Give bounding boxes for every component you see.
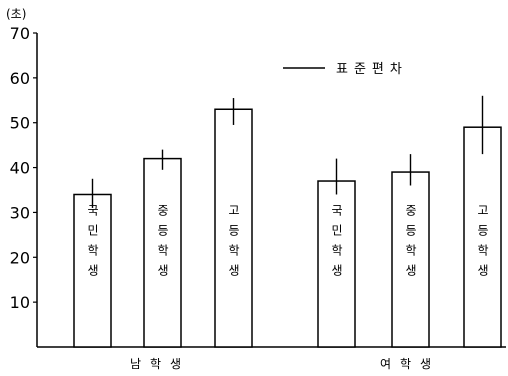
bar-label: 고등학생 — [227, 204, 241, 284]
group-label: 남학생 — [130, 357, 190, 371]
group-labels: 남학생 여학생 — [130, 357, 440, 371]
y-axis-unit-label: (초) — [6, 7, 26, 21]
bars: 국민학생 중등학생 고등학생 국민학생 중등학생 고등학생 — [73, 95, 502, 348]
y-tick-label: 10 — [10, 293, 30, 312]
y-tick-label: 50 — [10, 114, 30, 133]
y-tick-label: 70 — [10, 24, 30, 43]
y-tick-label: 30 — [10, 203, 30, 222]
legend: 표준편차 — [283, 62, 408, 77]
group-label: 여학생 — [380, 357, 440, 371]
bar-label: 고등학생 — [476, 204, 490, 284]
bar-label: 국민학생 — [330, 204, 344, 284]
legend-label: 표준편차 — [336, 62, 408, 77]
y-tick-label: 60 — [10, 69, 30, 88]
bar-label: 중등학생 — [156, 204, 170, 284]
y-tick-label: 40 — [10, 159, 30, 178]
y-tick-label: 20 — [10, 248, 30, 267]
bar — [391, 171, 430, 348]
y-axis-ticks: 10 20 30 40 50 60 70 — [10, 24, 37, 312]
bar — [214, 108, 253, 348]
bar-label: 국민학생 — [86, 204, 100, 284]
bar-label: 중등학생 — [404, 204, 418, 284]
bar — [463, 126, 502, 348]
